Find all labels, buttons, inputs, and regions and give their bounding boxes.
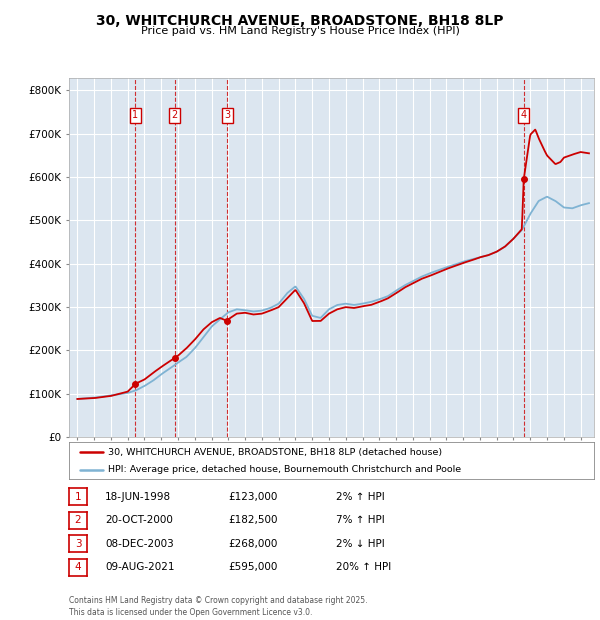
Text: 2: 2 (74, 515, 82, 525)
Text: 7% ↑ HPI: 7% ↑ HPI (336, 515, 385, 525)
Text: £123,000: £123,000 (228, 492, 277, 502)
Text: 4: 4 (521, 110, 527, 120)
Text: 2% ↑ HPI: 2% ↑ HPI (336, 492, 385, 502)
Text: 20% ↑ HPI: 20% ↑ HPI (336, 562, 391, 572)
Text: 30, WHITCHURCH AVENUE, BROADSTONE, BH18 8LP: 30, WHITCHURCH AVENUE, BROADSTONE, BH18 … (96, 14, 504, 28)
Text: 2% ↓ HPI: 2% ↓ HPI (336, 539, 385, 549)
Text: 4: 4 (74, 562, 82, 572)
Text: 3: 3 (224, 110, 230, 120)
Text: £595,000: £595,000 (228, 562, 277, 572)
Text: Price paid vs. HM Land Registry's House Price Index (HPI): Price paid vs. HM Land Registry's House … (140, 26, 460, 36)
Text: 2: 2 (172, 110, 178, 120)
Text: HPI: Average price, detached house, Bournemouth Christchurch and Poole: HPI: Average price, detached house, Bour… (109, 466, 461, 474)
Text: 09-AUG-2021: 09-AUG-2021 (105, 562, 175, 572)
Text: £268,000: £268,000 (228, 539, 277, 549)
Text: 1: 1 (133, 110, 139, 120)
Text: 30, WHITCHURCH AVENUE, BROADSTONE, BH18 8LP (detached house): 30, WHITCHURCH AVENUE, BROADSTONE, BH18 … (109, 448, 443, 457)
Text: 3: 3 (74, 539, 82, 549)
Text: 08-DEC-2003: 08-DEC-2003 (105, 539, 174, 549)
Text: 20-OCT-2000: 20-OCT-2000 (105, 515, 173, 525)
Text: 18-JUN-1998: 18-JUN-1998 (105, 492, 171, 502)
Text: Contains HM Land Registry data © Crown copyright and database right 2025.
This d: Contains HM Land Registry data © Crown c… (69, 596, 367, 617)
Text: 1: 1 (74, 492, 82, 502)
Text: £182,500: £182,500 (228, 515, 277, 525)
